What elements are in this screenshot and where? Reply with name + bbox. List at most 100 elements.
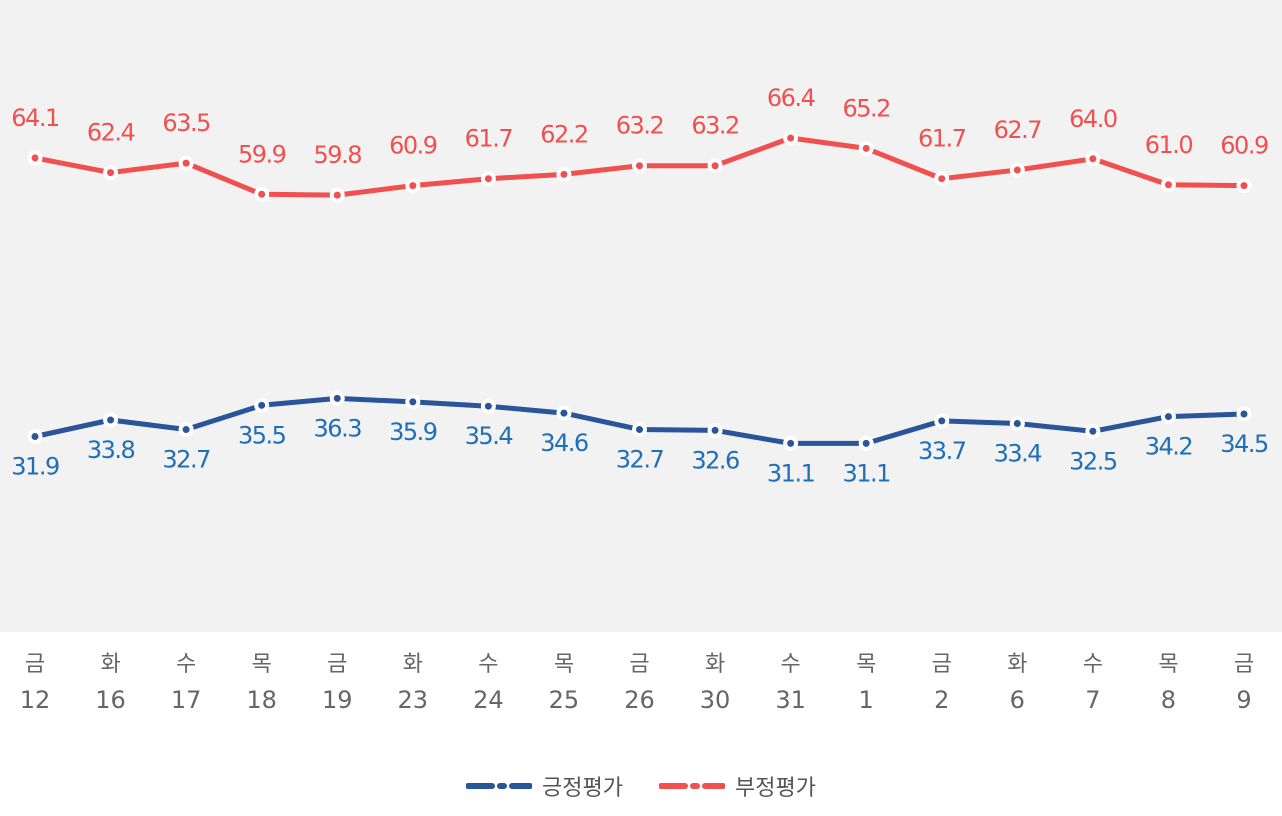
marker-dot: [938, 417, 946, 425]
data-point-negative: 59.8: [314, 141, 363, 203]
marker-dot: [1164, 413, 1172, 421]
x-tick-date: 6: [1010, 686, 1025, 714]
data-label-negative: 62.7: [994, 116, 1042, 144]
x-tick-day: 수: [781, 652, 801, 677]
x-tick: 화 30: [700, 652, 731, 714]
x-tick: 금 19: [322, 652, 353, 714]
legend-swatch-negative: [659, 783, 725, 789]
data-point-positive: 34.5: [1220, 406, 1269, 458]
data-label-positive: 31.1: [842, 459, 890, 487]
marker-dot: [182, 426, 190, 434]
x-tick-day: 금: [25, 652, 45, 677]
data-point-negative: 61.7: [465, 125, 514, 187]
x-tick: 화 16: [95, 652, 126, 714]
marker-dot: [862, 144, 870, 152]
data-label-negative: 62.2: [540, 120, 587, 148]
data-label-positive: 31.9: [11, 452, 59, 480]
x-tick-date: 23: [398, 686, 429, 714]
data-point-negative: 63.2: [616, 112, 665, 174]
data-label-positive: 33.8: [87, 436, 135, 464]
data-point-positive: 32.7: [616, 422, 665, 474]
x-tick-day: 목: [856, 652, 876, 677]
data-point-negative: 64.1: [11, 104, 60, 166]
data-point-negative: 62.7: [994, 116, 1043, 178]
data-label-positive: 36.3: [314, 414, 362, 442]
data-point-positive: 33.4: [994, 415, 1043, 467]
series-positive: 31.9 33.8 32.7 35.5 36.3 35.9 35.4 34.6 32.7 32.6…: [11, 390, 1269, 487]
data-label-negative: 60.9: [1220, 132, 1268, 160]
data-label-negative: 62.4: [87, 119, 135, 147]
marker-dot: [711, 162, 719, 170]
legend-label-positive: 긍정평가: [542, 776, 623, 801]
legend-swatch-positive: [466, 783, 533, 789]
data-label-positive: 35.5: [238, 421, 286, 449]
marker-dot: [409, 398, 417, 406]
marker-dot: [258, 190, 266, 198]
x-tick: 목 18: [246, 652, 277, 714]
x-tick-date: 12: [20, 686, 51, 714]
data-label-negative: 66.4: [767, 84, 815, 112]
data-label-positive: 32.7: [162, 446, 210, 474]
data-label-negative: 60.9: [389, 132, 437, 160]
x-tick: 수 17: [171, 652, 202, 714]
data-point-positive: 33.7: [918, 413, 967, 465]
data-point-positive: 36.3: [314, 390, 363, 442]
x-tick: 목8: [1158, 652, 1178, 714]
data-point-negative: 60.9: [389, 132, 438, 194]
marker-dot: [1240, 182, 1248, 190]
data-point-negative: 63.2: [691, 112, 740, 174]
data-point-positive: 31.1: [767, 435, 816, 487]
marker-dot: [1013, 166, 1021, 174]
x-tick-date: 16: [95, 686, 126, 714]
x-tick-date: 31: [775, 686, 806, 714]
x-tick-date: 1: [859, 686, 874, 714]
x-tick: 금 26: [624, 652, 655, 714]
x-tick: 금9: [1234, 652, 1254, 714]
data-label-positive: 35.9: [389, 418, 437, 446]
marker-dot: [182, 159, 190, 167]
x-tick-day: 화: [705, 652, 725, 677]
x-tick: 수 31: [775, 652, 806, 714]
data-point-positive: 32.6: [691, 422, 741, 474]
data-label-positive: 32.7: [616, 446, 664, 474]
marker-dot: [31, 432, 39, 440]
data-point-positive: 35.5: [238, 397, 287, 449]
x-tick-day: 목: [252, 652, 272, 677]
data-label-positive: 31.1: [767, 459, 815, 487]
x-tick-date: 7: [1085, 686, 1100, 714]
data-point-positive: 34.6: [540, 405, 589, 457]
data-label-positive: 33.4: [994, 439, 1042, 467]
x-tick-day: 화: [1007, 652, 1027, 677]
x-tick-date: 26: [624, 686, 655, 714]
data-point-negative: 66.4: [767, 84, 816, 146]
x-tick: 금 12: [20, 652, 51, 714]
data-label-positive: 34.6: [540, 429, 588, 457]
plot-area: [0, 0, 1282, 632]
series-negative: 64.1 62.4 63.5 59.9 59.8 60.9 61.7 62.2 63.2 63.2…: [11, 84, 1269, 203]
x-tick: 목1: [856, 652, 876, 714]
x-tick-date: 17: [171, 686, 202, 714]
data-label-negative: 64.1: [11, 104, 59, 132]
data-point-negative: 60.9: [1220, 132, 1269, 194]
x-tick: 화6: [1007, 652, 1027, 714]
series-layer: 31.9 33.8 32.7 35.5 36.3 35.9 35.4 34.6 32.7 32.6…: [11, 84, 1269, 487]
data-label-positive: 32.5: [1069, 447, 1117, 475]
legend-item-negative: 부정평가: [659, 770, 816, 802]
x-tick-date: 24: [473, 686, 504, 714]
marker-dot: [1089, 155, 1097, 163]
x-tick-date: 19: [322, 686, 353, 714]
x-tick-date: 2: [934, 686, 949, 714]
legend-item-positive: 긍정평가: [466, 770, 623, 802]
data-point-positive: 32.7: [162, 422, 212, 474]
marker-dot: [711, 426, 719, 434]
data-point-negative: 63.5: [162, 109, 212, 171]
x-tick: 수 24: [473, 652, 504, 714]
data-label-positive: 32.6: [691, 446, 739, 474]
marker-dot: [560, 170, 568, 178]
data-label-positive: 34.2: [1145, 433, 1192, 461]
data-label-negative: 63.2: [691, 112, 738, 140]
x-tick-day: 금: [629, 652, 649, 677]
x-tick-day: 금: [1234, 652, 1254, 677]
x-tick-day: 수: [478, 652, 498, 677]
